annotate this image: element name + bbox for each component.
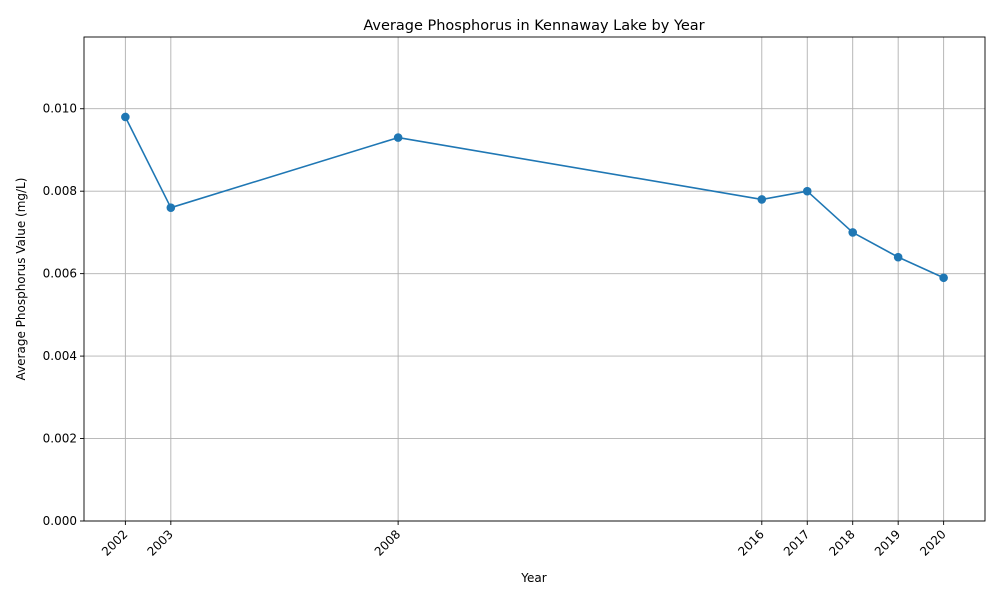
chart-title: Average Phosphorus in Kennaway Lake by Y… [363, 18, 704, 34]
data-point [802, 186, 812, 196]
y-tick-label: 0.002 [43, 432, 77, 446]
data-point [166, 203, 176, 212]
data-point [757, 195, 767, 204]
series-line [124, 116, 944, 279]
y-tick-label: 0.000 [43, 514, 77, 528]
series-layer [121, 112, 948, 283]
y-tick-label: 0.008 [43, 184, 77, 198]
y-axis: 0.000 0.002 0.004 0.006 0.008 0.010 [43, 102, 84, 528]
data-point [893, 252, 903, 262]
y-tick-label: 0.006 [43, 267, 77, 281]
y-tick-label: 0.004 [43, 349, 77, 363]
data-point [848, 228, 858, 237]
y-tick-label: 0.010 [43, 102, 77, 116]
y-axis-title: Average Phosphorus Value (mg/L) [14, 178, 28, 381]
data-point [393, 133, 403, 142]
x-axis-title: Year [520, 571, 546, 585]
data-point [121, 112, 130, 122]
data-point [939, 273, 948, 283]
plot-frame [83, 36, 986, 522]
